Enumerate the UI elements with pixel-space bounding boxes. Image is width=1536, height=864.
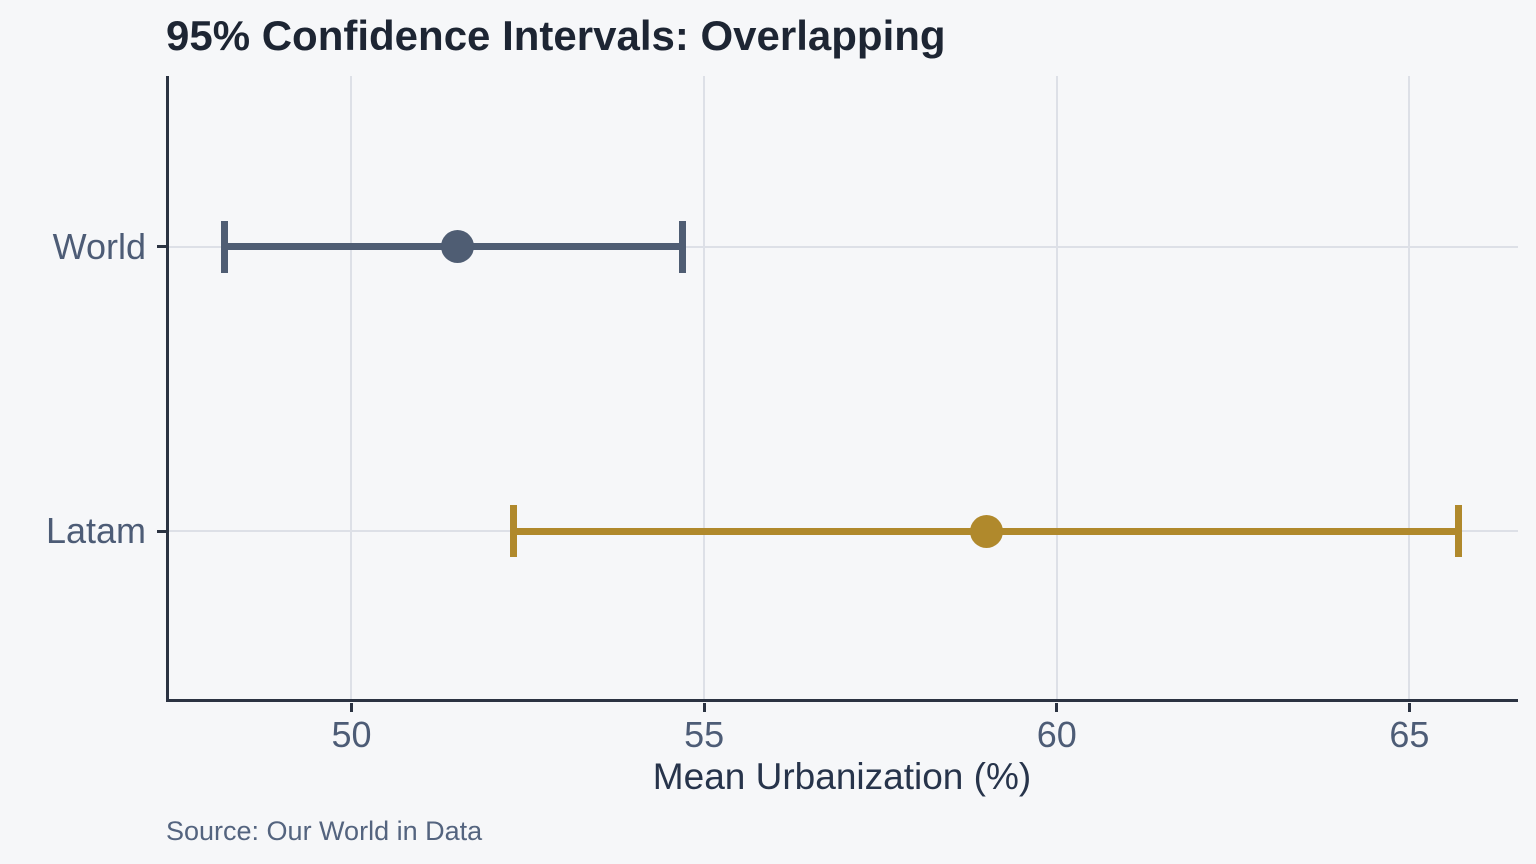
x-axis-tick bbox=[702, 703, 706, 712]
mean-point bbox=[440, 230, 474, 264]
x-tick-label: 55 bbox=[684, 714, 725, 755]
y-category-label: World bbox=[52, 225, 146, 267]
chart-title: 95% Confidence Intervals: Overlapping bbox=[166, 12, 946, 59]
mean-point bbox=[969, 514, 1003, 548]
source-note: Source: Our World in Data bbox=[166, 816, 483, 846]
x-gridline bbox=[350, 76, 353, 702]
plot-area bbox=[166, 76, 1518, 702]
x-tick-label: 65 bbox=[1389, 714, 1430, 755]
x-gridline bbox=[703, 76, 706, 702]
ci-cap-high bbox=[679, 220, 687, 273]
y-category-label: Latam bbox=[45, 510, 146, 552]
y-gridline bbox=[166, 245, 1518, 248]
x-axis-tick bbox=[1407, 703, 1411, 712]
ci-cap-high bbox=[1455, 505, 1463, 558]
x-tick-label: 50 bbox=[331, 714, 372, 755]
x-axis-label: Mean Urbanization (%) bbox=[652, 756, 1032, 797]
ci-cap-low bbox=[221, 220, 229, 273]
y-axis-tick bbox=[157, 245, 166, 249]
x-gridline bbox=[1408, 76, 1411, 702]
x-axis-tick bbox=[349, 703, 353, 712]
x-axis-tick bbox=[1055, 703, 1059, 712]
y-axis-tick bbox=[157, 529, 166, 533]
x-tick-label: 60 bbox=[1036, 714, 1077, 755]
x-gridline bbox=[1055, 76, 1058, 702]
ci-cap-low bbox=[510, 505, 518, 558]
